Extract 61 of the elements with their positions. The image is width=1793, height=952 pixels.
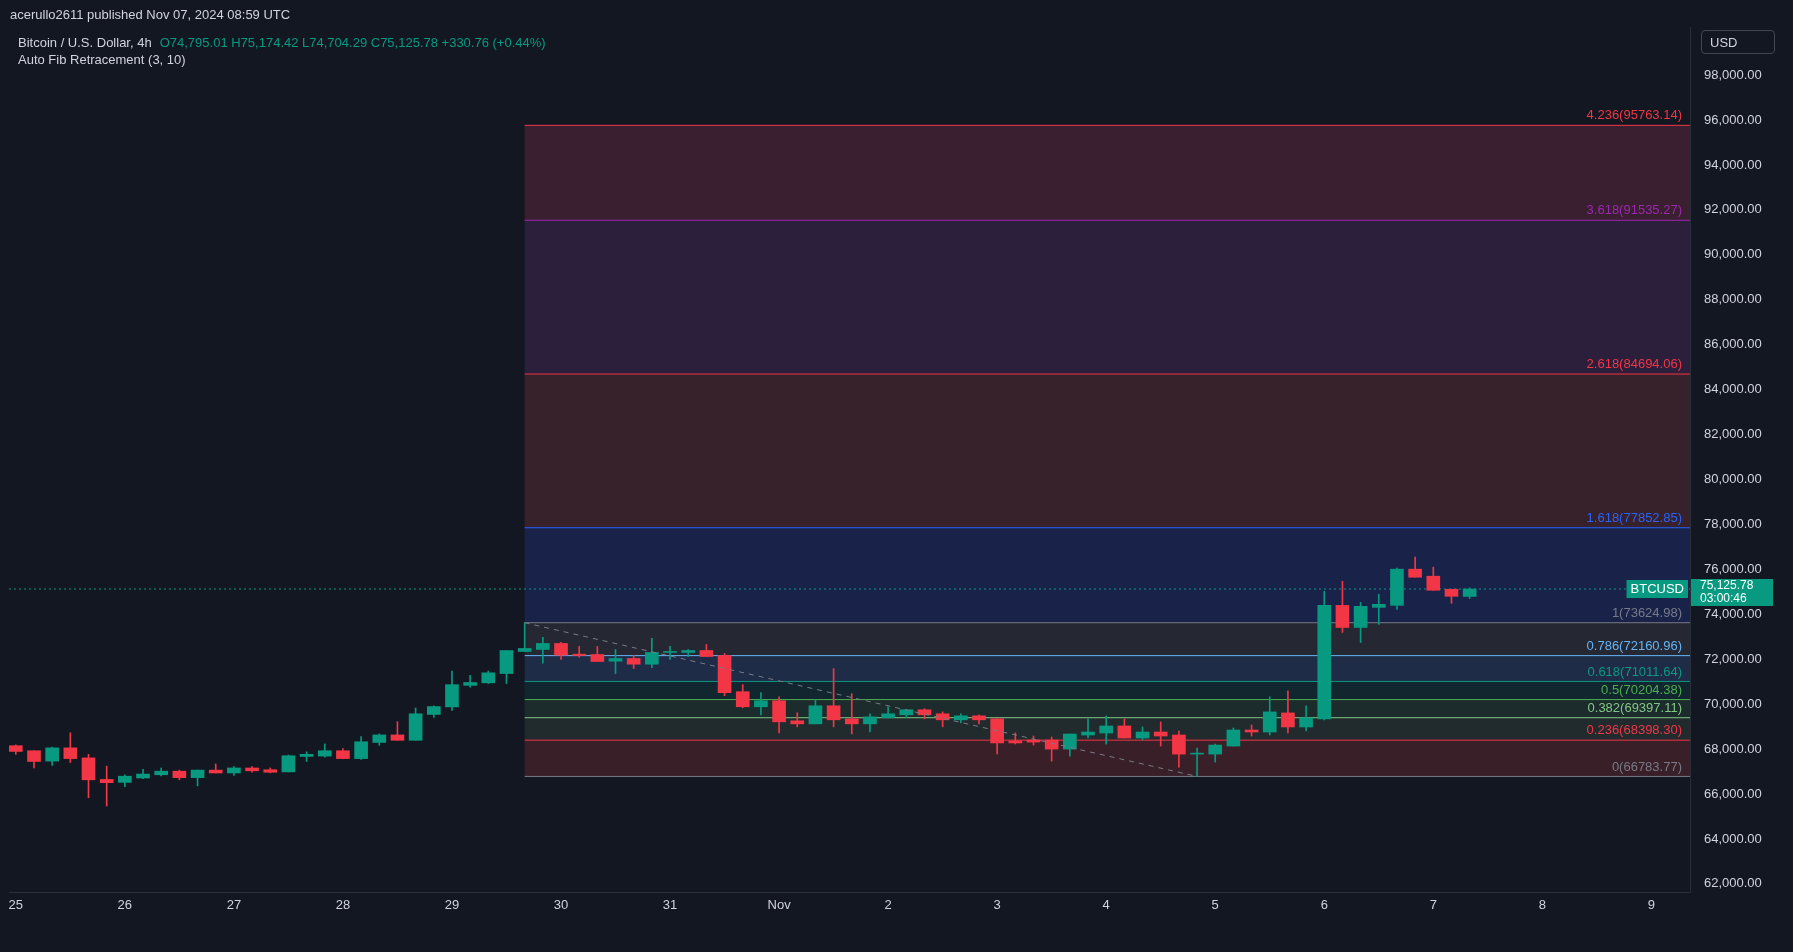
y-tick-label: 70,000.00 — [1704, 695, 1762, 711]
x-tick-label: 7 — [1429, 897, 1437, 913]
candlestick — [1371, 593, 1386, 625]
candlestick — [790, 712, 805, 728]
y-tick-label: 92,000.00 — [1704, 201, 1762, 217]
text: Bitcoin / U.S. Dollar, 4h — [18, 35, 152, 50]
text: 03:00:46 — [1700, 591, 1748, 606]
y-tick-label: 90,000.00 — [1704, 246, 1762, 262]
x-tick-label: 27 — [226, 897, 242, 913]
y-tick-label: 82,000.00 — [1704, 426, 1762, 442]
x-tick-label: 2 — [884, 897, 892, 913]
ref-line-label: 0(66783.77) — [1611, 758, 1682, 774]
y-tick-label: 98,000.00 — [1704, 66, 1762, 82]
y-tick-label: 88,000.00 — [1704, 291, 1762, 307]
x-tick-label: 26 — [117, 897, 133, 913]
ref-line-label: 4.236(95763.14) — [1586, 107, 1682, 123]
x-tick-label: 3 — [993, 897, 1001, 913]
y-tick-label: 84,000.00 — [1704, 381, 1762, 397]
ref-line-label: 0.618(71011.64) — [1587, 663, 1682, 679]
y-tick-label: 68,000.00 — [1704, 740, 1762, 756]
candlestick — [844, 693, 859, 735]
candlestick — [536, 637, 550, 664]
y-tick-label: 86,000.00 — [1704, 336, 1762, 352]
ref-line-label: 0.786(72160.96) — [1586, 637, 1682, 653]
annotation: Auto Fib Retracement (3, 10) — [18, 52, 186, 67]
ref-line-label: 3.618(91535.27) — [1586, 202, 1682, 218]
text: USD — [1701, 30, 1775, 54]
y-tick-label: 72,000.00 — [1704, 650, 1762, 666]
ref-line-label: 0.236(68398.30) — [1586, 722, 1682, 738]
y-tick-label: 74,000.00 — [1704, 605, 1762, 621]
x-tick-label: 25 — [8, 897, 24, 913]
text: O74,795.01 H75,174.42 L74,704.29 C75,125.78 +330.76 (+0.44%) — [159, 35, 546, 50]
y-tick-label: 78,000.00 — [1704, 516, 1762, 532]
ref-line-label: 1(73624.98) — [1611, 604, 1682, 620]
y-tick-label: 64,000.00 — [1704, 830, 1762, 846]
x-tick-label: 9 — [1647, 897, 1655, 913]
text: acerullo2611 published Nov 07, 2024 08:59 UTC — [10, 7, 291, 22]
y-tick-label: 96,000.00 — [1704, 111, 1762, 127]
ref-line-label: 0.382(69397.11) — [1587, 699, 1682, 715]
y-tick-label: 94,000.00 — [1704, 156, 1762, 172]
x-tick-label: 6 — [1320, 897, 1328, 913]
ref-line-label: 2.618(84694.06) — [1586, 356, 1682, 372]
y-tick-label: 62,000.00 — [1704, 875, 1762, 891]
y-tick-label: 66,000.00 — [1704, 785, 1762, 801]
candlestick — [99, 765, 114, 807]
y-tick-label: 76,000.00 — [1704, 560, 1762, 576]
x-tick-label: 31 — [662, 897, 678, 913]
text: 75,125.78 — [1700, 578, 1754, 593]
x-tick-label: Nov — [767, 897, 792, 913]
x-tick-label: 4 — [1102, 897, 1110, 913]
candlestick — [663, 646, 677, 660]
y-tick-label: 80,000.00 — [1704, 471, 1762, 487]
candlestick — [572, 646, 587, 658]
x-tick-label: 8 — [1538, 897, 1546, 913]
ref-line-label: 0.5(70204.38) — [1601, 681, 1682, 697]
x-tick-label: 28 — [335, 897, 351, 913]
ref-line-label: 1.618(77852.85) — [1586, 509, 1682, 525]
x-tick-label: 29 — [444, 897, 460, 913]
x-tick-label: 5 — [1211, 897, 1219, 913]
ref-line-label: BTCUSD — [1630, 580, 1685, 596]
x-tick-label: 30 — [553, 897, 569, 913]
